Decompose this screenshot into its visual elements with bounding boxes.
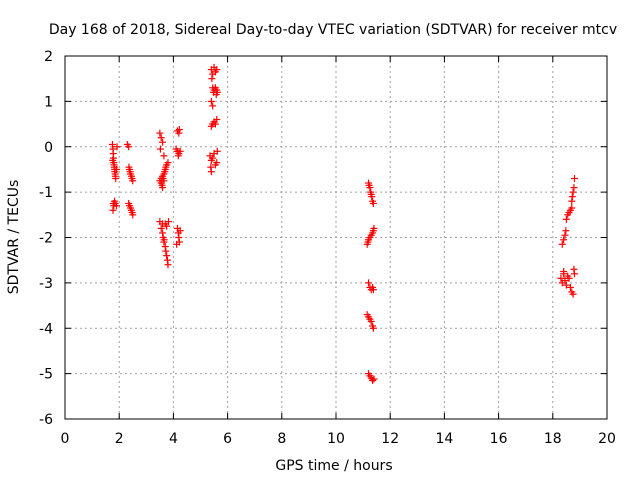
y-tick-label: -1 xyxy=(39,185,53,201)
x-tick-label: 20 xyxy=(598,431,616,447)
data-point xyxy=(112,175,120,183)
data-point xyxy=(209,154,217,162)
data-point xyxy=(562,227,570,235)
data-point xyxy=(207,97,215,105)
data-point xyxy=(562,215,570,223)
data-point xyxy=(109,156,117,164)
y-axis-label: SDTVAR / TECUs xyxy=(6,180,22,295)
data-point xyxy=(558,240,566,248)
data-point xyxy=(164,159,172,167)
data-point xyxy=(566,283,574,291)
data-point xyxy=(112,165,120,173)
data-point xyxy=(560,236,568,244)
data-point xyxy=(211,120,219,128)
data-point xyxy=(109,206,117,214)
data-point xyxy=(129,177,137,185)
data-point xyxy=(157,134,165,142)
data-point xyxy=(164,261,172,269)
x-tick-label: 12 xyxy=(381,431,399,447)
data-point xyxy=(176,147,184,155)
x-tick-label: 8 xyxy=(277,431,286,447)
data-point xyxy=(568,204,576,212)
data-point xyxy=(174,152,182,160)
data-point xyxy=(570,184,578,192)
y-tick-label: 2 xyxy=(44,49,53,65)
data-point xyxy=(369,376,377,384)
data-point xyxy=(370,375,378,383)
data-point xyxy=(569,188,577,196)
data-point xyxy=(159,172,167,180)
data-point xyxy=(569,290,577,298)
data-point xyxy=(213,116,221,124)
x-tick-label: 14 xyxy=(435,431,453,447)
data-point xyxy=(165,218,173,226)
data-point xyxy=(209,102,217,110)
data-point xyxy=(156,145,164,153)
data-point xyxy=(125,143,133,151)
data-point xyxy=(366,184,374,192)
y-tick-label: -4 xyxy=(39,321,53,337)
data-point xyxy=(213,159,221,167)
data-point xyxy=(175,126,183,134)
data-point xyxy=(561,231,569,239)
data-points xyxy=(108,63,578,384)
data-point xyxy=(561,277,569,285)
data-point xyxy=(562,281,570,289)
y-tick-label: -5 xyxy=(39,367,53,383)
data-point xyxy=(568,193,576,201)
chart-title: Day 168 of 2018, Sidereal Day-to-day VTE… xyxy=(49,22,617,38)
data-point xyxy=(367,317,375,325)
data-point xyxy=(213,66,221,74)
data-point xyxy=(159,138,167,146)
data-point xyxy=(368,193,376,201)
data-point xyxy=(160,177,168,185)
y-tick-label: 0 xyxy=(44,140,53,156)
data-point xyxy=(369,199,377,207)
data-point xyxy=(560,268,568,276)
data-point xyxy=(162,247,170,255)
data-point xyxy=(160,152,168,160)
y-tick-label: -3 xyxy=(39,276,53,292)
data-point xyxy=(213,147,221,155)
data-point xyxy=(173,240,181,248)
data-point xyxy=(156,129,164,137)
data-point xyxy=(129,211,137,219)
data-point xyxy=(213,88,221,96)
data-point xyxy=(159,184,167,192)
data-point xyxy=(163,252,171,260)
x-tick-label: 4 xyxy=(169,431,178,447)
data-point xyxy=(207,168,215,176)
data-point xyxy=(570,265,578,273)
grid-lines xyxy=(65,56,607,419)
x-tick-label: 16 xyxy=(490,431,508,447)
data-point xyxy=(112,202,120,210)
data-point xyxy=(370,224,378,232)
y-tick-label: -6 xyxy=(39,412,53,428)
data-point xyxy=(565,274,573,282)
data-point xyxy=(365,279,373,287)
data-point xyxy=(157,224,165,232)
data-point xyxy=(176,227,184,235)
data-point xyxy=(160,236,168,244)
x-tick-label: 10 xyxy=(327,431,345,447)
data-point xyxy=(369,286,377,294)
data-point xyxy=(557,274,565,282)
x-tick-label: 0 xyxy=(61,431,70,447)
data-point xyxy=(163,222,171,230)
x-tick-label: 6 xyxy=(223,431,232,447)
data-point xyxy=(369,324,377,332)
data-point xyxy=(208,75,216,83)
x-tick-label: 2 xyxy=(115,431,124,447)
x-axis-label: GPS time / hours xyxy=(275,458,392,474)
x-tick-label: 18 xyxy=(544,431,562,447)
data-point xyxy=(125,163,133,171)
data-point xyxy=(570,175,578,183)
data-point xyxy=(159,220,167,228)
data-point xyxy=(113,143,121,151)
y-tick-label: -2 xyxy=(39,231,53,247)
y-tick-label: 1 xyxy=(44,94,53,110)
